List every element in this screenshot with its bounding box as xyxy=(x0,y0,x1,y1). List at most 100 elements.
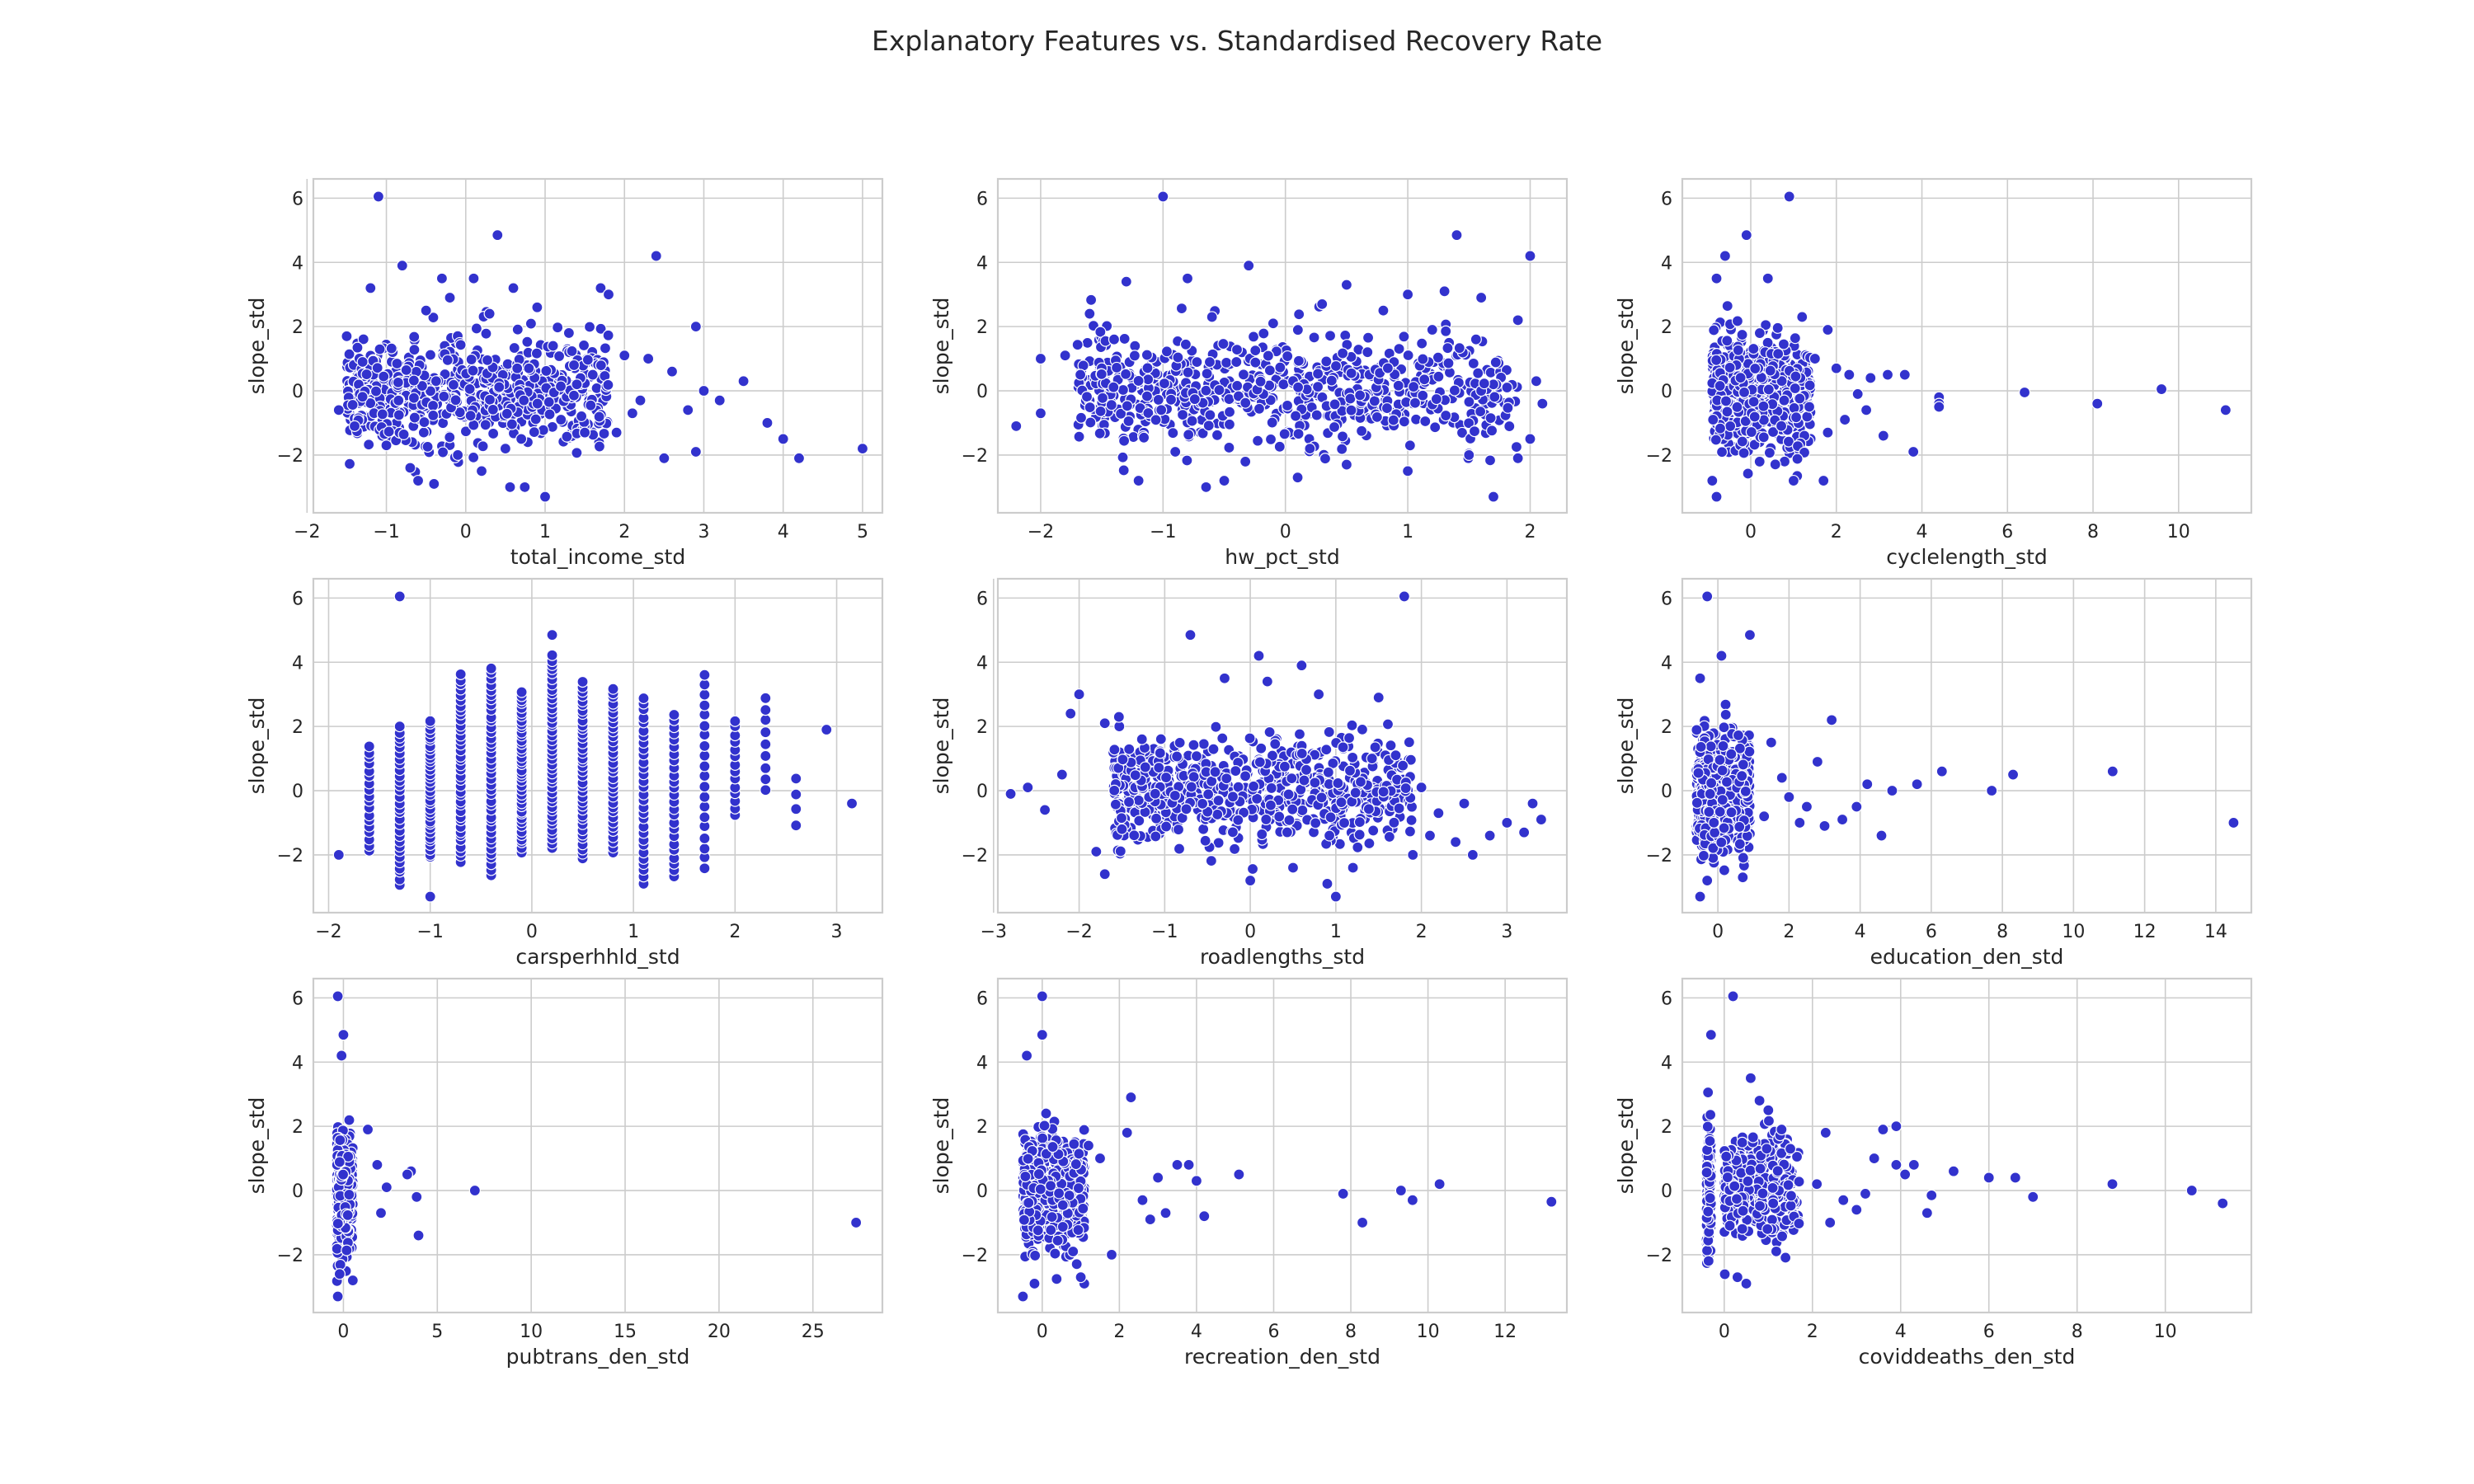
scatter-point xyxy=(1843,369,1856,381)
scatter-point xyxy=(585,399,597,411)
scatter-point xyxy=(2091,397,2104,410)
scatter-point xyxy=(1502,402,1514,414)
scatter-point xyxy=(1385,740,1397,752)
scatter-point xyxy=(337,1029,350,1041)
scatter-point xyxy=(1263,364,1276,377)
scatter-point xyxy=(845,797,858,810)
scatter-point xyxy=(1078,1124,1090,1136)
scatter-point xyxy=(1150,812,1163,824)
subplot-8: 0 2 4 6 8 10 12−20246recreation_den_stdslope_s… xyxy=(929,977,1569,1369)
scatter-point xyxy=(400,364,412,376)
y-tick-label: 0 xyxy=(1661,382,1672,402)
scatter-point xyxy=(346,1274,359,1287)
subplot-7: 0 5 10 15 20 25−20246pubtrans_den_stdslope_st… xyxy=(245,977,884,1369)
scatter-point xyxy=(1721,299,1733,312)
scatter-point xyxy=(1747,342,1760,355)
scatter-point xyxy=(468,1184,481,1197)
scatter-point xyxy=(760,749,772,763)
scatter-point xyxy=(1697,849,1710,862)
y-tick-label: −2 xyxy=(962,446,988,467)
y-tick-label: 0 xyxy=(1661,782,1672,802)
scatter-point xyxy=(1237,369,1250,381)
scatter-point xyxy=(1269,738,1282,750)
scatter-point xyxy=(1322,766,1334,778)
scatter-point xyxy=(1254,375,1267,387)
scatter-point xyxy=(518,394,530,406)
scatter-point xyxy=(1329,359,1343,373)
scatter-point xyxy=(1263,726,1276,739)
scatter-point xyxy=(1218,474,1230,487)
scatter-point xyxy=(1218,672,1231,684)
scatter-point xyxy=(428,477,440,491)
scatter-point xyxy=(404,462,416,474)
y-tick-label: 2 xyxy=(292,317,303,338)
scatter-point xyxy=(1397,759,1409,772)
scatter-point xyxy=(1777,338,1790,350)
scatter-point xyxy=(698,699,711,711)
scatter-point xyxy=(1401,289,1414,301)
scatter-point xyxy=(336,1168,350,1181)
scatter-point xyxy=(1715,836,1728,848)
scatter-point xyxy=(332,404,345,416)
scatter-point xyxy=(1293,728,1306,740)
scatter-point xyxy=(424,890,436,903)
scatter-point xyxy=(1253,650,1265,662)
scatter-point xyxy=(1199,834,1211,847)
scatter-point xyxy=(444,431,456,444)
scatter-point xyxy=(1372,691,1385,704)
x-tick-label: −3 xyxy=(981,922,1007,942)
scatter-point xyxy=(1332,777,1344,790)
scatter-point xyxy=(1442,357,1455,369)
scatter-point xyxy=(487,403,499,416)
scatter-point xyxy=(737,375,750,387)
scatter-point xyxy=(579,426,591,439)
scatter-point xyxy=(1381,718,1395,730)
scatter-point xyxy=(1212,794,1225,807)
x-tick-label: 1 xyxy=(1402,522,1413,542)
scatter-point xyxy=(793,452,806,464)
scatter-point xyxy=(393,590,406,603)
axes-frame xyxy=(312,177,884,514)
scatter-point xyxy=(1721,335,1733,347)
scatter-point xyxy=(332,848,345,862)
scatter-point xyxy=(1323,726,1335,739)
scatter-point xyxy=(365,282,377,294)
scatter-point xyxy=(1281,399,1294,412)
scatter-point xyxy=(363,439,375,451)
scatter-point xyxy=(1484,454,1497,467)
scatter-point xyxy=(1484,411,1497,425)
scatter-point xyxy=(507,282,520,294)
scatter-point xyxy=(760,738,772,750)
scatter-point xyxy=(698,791,711,803)
scatter-point xyxy=(1244,732,1256,744)
scatter-point xyxy=(1753,455,1766,468)
scatter-point xyxy=(1188,393,1201,406)
x-tick-label: 4 xyxy=(1191,1322,1202,1342)
scatter-point xyxy=(1315,791,1328,804)
scatter-point xyxy=(1084,402,1096,414)
scatter-point xyxy=(1771,322,1784,334)
scatter-point xyxy=(1830,362,1842,374)
scatter-point xyxy=(1362,803,1375,815)
scatter-point xyxy=(1347,862,1359,874)
scatter-point xyxy=(1292,428,1305,440)
scatter-point xyxy=(1388,816,1400,829)
scatter-point xyxy=(760,714,772,726)
scatter-point xyxy=(1149,787,1161,800)
scatter-point xyxy=(1489,356,1502,369)
y-tick-label: 6 xyxy=(1661,589,1672,609)
scatter-point xyxy=(1292,381,1305,393)
x-tick-label: 3 xyxy=(1501,922,1512,942)
scatter-point xyxy=(2155,383,2168,396)
scatter-point xyxy=(1056,768,1068,781)
scatter-point xyxy=(1475,291,1488,304)
scatter-point xyxy=(1393,342,1405,355)
scatter-point xyxy=(1356,425,1368,437)
x-tick-label: 5 xyxy=(857,522,868,542)
scatter-point xyxy=(1150,830,1162,843)
scatter-point xyxy=(1239,770,1252,782)
scatter-point xyxy=(1705,777,1718,789)
scatter-point xyxy=(334,1134,346,1147)
scatter-point xyxy=(607,683,619,695)
